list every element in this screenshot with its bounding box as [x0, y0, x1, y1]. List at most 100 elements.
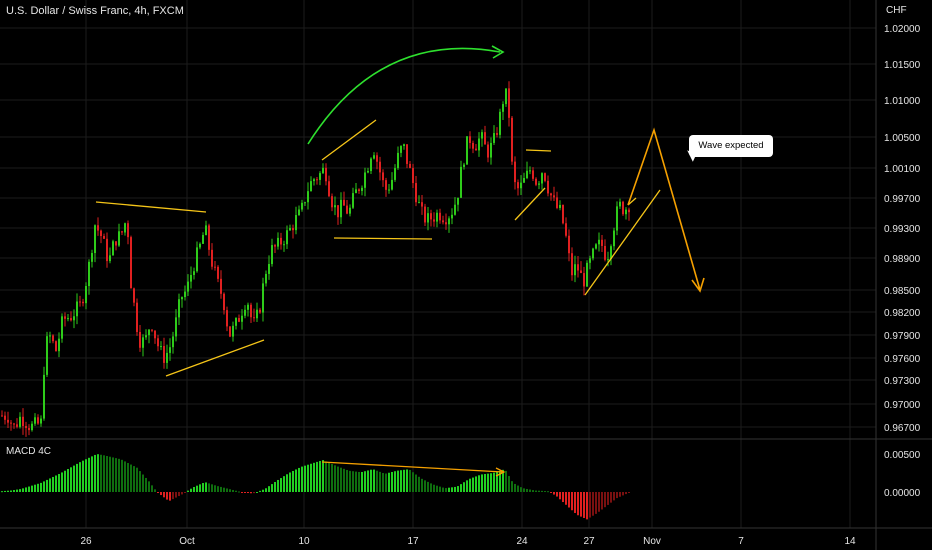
macd-bar-12 — [37, 483, 39, 492]
candle-0 — [1, 410, 3, 417]
macd-bar-29 — [88, 457, 90, 492]
price-axis[interactable]: 1.02000 1.01500 1.01000 1.00500 1.00100 0.997… — [884, 24, 921, 499]
macd-bar-106 — [319, 460, 321, 492]
candle-75 — [226, 306, 228, 332]
trendline-5 — [514, 187, 546, 221]
macd-bar-150 — [451, 487, 453, 492]
price-tick-label: 0.97900 — [884, 331, 921, 342]
symbol-title[interactable]: U.S. Dollar / Swiss Franc, 4h, FXCM — [6, 5, 184, 17]
candle-129 — [388, 183, 390, 194]
macd-bar-57 — [172, 492, 174, 500]
candle-148 — [445, 213, 447, 230]
candle-40 — [121, 230, 123, 235]
candle-42 — [127, 220, 129, 245]
macd-bar-176 — [529, 489, 531, 492]
macd-bar-201 — [604, 492, 606, 508]
macd-bar-35 — [106, 455, 108, 492]
macd-bar-17 — [52, 476, 54, 492]
macd-bar-121 — [364, 471, 366, 492]
candle-57 — [172, 331, 174, 354]
price-tick-label: 0.98500 — [884, 286, 921, 297]
time-axis[interactable]: 26 Oct 10 17 24 27 Nov 7 14 — [80, 536, 856, 547]
macd-bar-175 — [526, 488, 528, 492]
macd-bar-138 — [415, 474, 417, 492]
candle-115 — [346, 200, 348, 215]
wave-expected-callout[interactable]: Wave expected — [689, 135, 773, 157]
price-tick-label: 0.99700 — [884, 194, 921, 205]
macd-bar-89 — [268, 486, 270, 492]
macd-indicator-label[interactable]: MACD 4C — [6, 446, 52, 457]
macd-bar-59 — [178, 492, 180, 497]
macd-bar-48 — [145, 477, 147, 492]
candle-156 — [469, 131, 471, 149]
macd-bar-199 — [598, 492, 600, 512]
macd-bar-204 — [613, 492, 615, 501]
time-tick-label: 7 — [738, 536, 744, 547]
candle-126 — [379, 156, 381, 181]
macd-bar-20 — [61, 472, 63, 492]
candle-16 — [49, 331, 51, 344]
candle-119 — [358, 188, 360, 194]
macd-bar-3 — [10, 490, 12, 492]
time-tick-label: 24 — [516, 536, 528, 547]
macd-bar-94 — [283, 476, 285, 492]
macd-bar-104 — [313, 462, 315, 492]
candle-69 — [208, 223, 210, 256]
macd-bar-11 — [34, 484, 36, 492]
macd-bar-137 — [412, 472, 414, 492]
macd-bar-145 — [436, 485, 438, 492]
macd-bar-16 — [49, 478, 51, 492]
candle-67 — [202, 232, 204, 245]
time-tick-label: Nov — [643, 536, 661, 547]
macd-bar-77 — [232, 489, 234, 492]
macd-bar-95 — [286, 474, 288, 492]
price-tick-label: 0.97600 — [884, 354, 921, 365]
macd-bar-23 — [70, 467, 72, 492]
price-tick-label: 1.01500 — [884, 60, 921, 71]
macd-bar-72 — [217, 486, 219, 492]
candle-175 — [526, 161, 528, 180]
candle-10 — [31, 421, 33, 432]
candle-135 — [406, 144, 408, 169]
macd-bar-63 — [190, 488, 192, 492]
macd-bar-186 — [559, 492, 561, 500]
candle-199 — [598, 232, 600, 252]
macd-bar-192 — [577, 492, 579, 516]
candle-86 — [259, 307, 261, 314]
macd-bar-162 — [487, 473, 489, 492]
candle-78 — [235, 317, 237, 330]
macd-bar-168 — [505, 470, 507, 492]
candle-1 — [4, 411, 6, 425]
macd-bar-193 — [580, 492, 582, 517]
candle-209 — [628, 207, 630, 221]
macd-bar-131 — [394, 471, 396, 492]
candle-37 — [112, 239, 114, 256]
candle-89 — [268, 255, 270, 280]
macd-bar-190 — [571, 492, 573, 511]
macd-bar-114 — [343, 468, 345, 492]
price-tick-label: 1.01000 — [884, 96, 921, 107]
candle-65 — [196, 241, 198, 273]
macd-bar-164 — [493, 472, 495, 492]
candle-66 — [199, 242, 201, 250]
macd-bar-166 — [499, 470, 501, 492]
macd-bar-101 — [304, 465, 306, 492]
macd-bar-139 — [418, 476, 420, 492]
macd-bar-140 — [421, 478, 423, 492]
macd-bar-28 — [85, 459, 87, 492]
candle-92 — [277, 232, 279, 250]
candle-131 — [394, 164, 396, 182]
macd-bar-197 — [592, 492, 594, 516]
macd-bar-187 — [562, 492, 564, 503]
candle-200 — [601, 234, 603, 253]
candle-191 — [574, 255, 576, 283]
trendline-6 — [584, 189, 661, 296]
candle-25 — [76, 293, 78, 325]
currency-label: CHF — [886, 5, 907, 16]
candle-121 — [364, 167, 366, 197]
candle-177 — [532, 167, 534, 182]
macd-bar-109 — [328, 462, 330, 492]
candle-44 — [133, 287, 135, 307]
